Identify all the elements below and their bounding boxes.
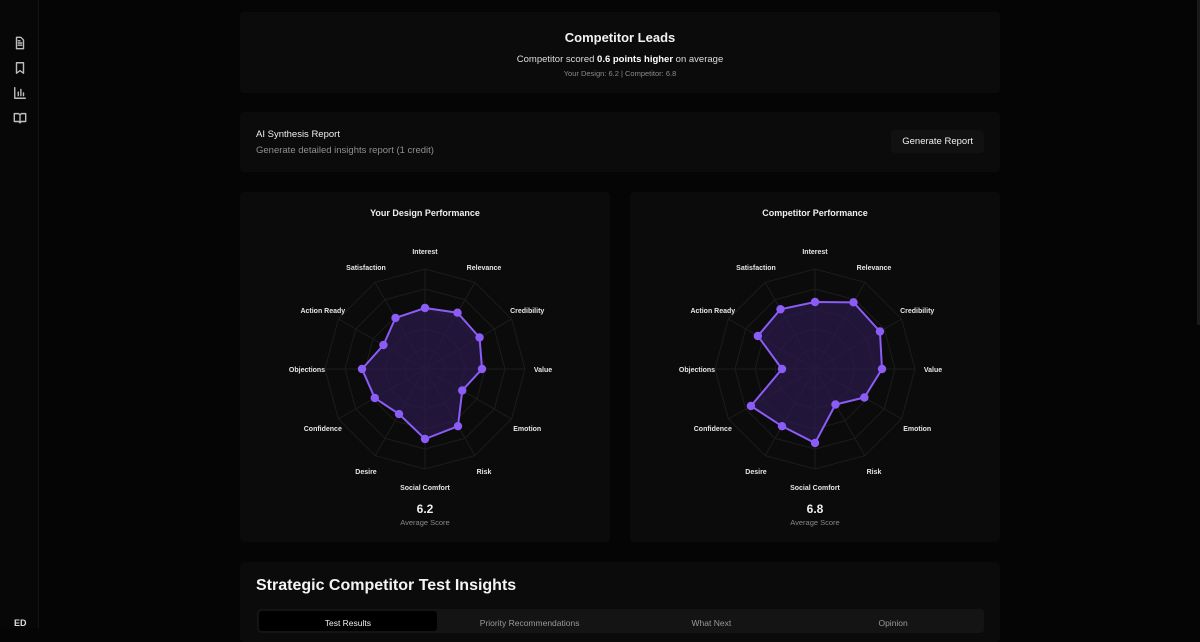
data-point: [394, 409, 404, 419]
average-score-label: Average Score: [400, 518, 450, 527]
data-point: [477, 364, 487, 374]
insights-card: Strategic Competitor Test Insights Test …: [240, 562, 1000, 642]
axis-label: Action Ready: [690, 308, 735, 315]
bookmark-icon[interactable]: [12, 60, 28, 76]
average-score: 6.2: [416, 502, 434, 516]
scrollbar[interactable]: [1197, 0, 1200, 325]
tab-test-results[interactable]: Test Results: [259, 611, 437, 631]
data-point: [860, 393, 869, 402]
axis-label: Emotion: [513, 426, 541, 433]
data-point: [453, 308, 462, 317]
axis-label: Objections: [289, 367, 325, 374]
data-point: [420, 434, 430, 444]
axis-label: Satisfaction: [346, 265, 386, 272]
comparison-summary-card: Competitor Leads Competitor scored 0.6 p…: [240, 12, 1000, 93]
axis-label: Relevance: [467, 265, 502, 272]
axis-label: Objections: [679, 367, 715, 374]
data-point: [777, 364, 787, 374]
summary-scores: Your Design: 6.2 | Competitor: 6.8: [563, 69, 677, 78]
bar-chart-icon[interactable]: [12, 85, 28, 101]
data-point: [875, 327, 885, 336]
insights-title: Strategic Competitor Test Insights: [256, 577, 517, 594]
data-point: [458, 386, 467, 395]
summary-line-bold: 0.6 points higher: [597, 54, 674, 65]
document-icon[interactable]: [12, 35, 28, 51]
axis-label: Interest: [412, 249, 438, 256]
data-area: [360, 306, 484, 441]
data-point: [391, 313, 400, 323]
data-area: [749, 300, 884, 445]
book-open-icon[interactable]: [12, 110, 28, 126]
data-point: [777, 421, 787, 431]
data-point: [475, 333, 484, 342]
summary-line: Competitor scored 0.6 points higher on a…: [240, 54, 1000, 65]
axis-label: Risk: [867, 469, 882, 476]
data-point: [753, 331, 763, 341]
average-score: 6.8: [806, 502, 824, 516]
axis-label: Value: [924, 367, 942, 374]
data-point: [776, 305, 785, 314]
data-point: [370, 393, 379, 403]
tab-opinion[interactable]: Opinion: [878, 618, 908, 628]
axis-label: Satisfaction: [736, 265, 776, 272]
axis-label: Desire: [355, 469, 377, 476]
average-score-label: Average Score: [790, 518, 840, 527]
axis-label: Value: [534, 367, 552, 374]
ai-report-card: AI Synthesis Report Generate detailed in…: [240, 112, 1000, 172]
your-design-chart-card: Your Design Performance Interest Relevanc…: [240, 192, 610, 542]
user-initials[interactable]: ED: [14, 618, 27, 628]
axis-label: Relevance: [857, 265, 892, 272]
summary-title: Competitor Leads: [564, 30, 676, 45]
axis-label: Risk: [477, 469, 492, 476]
data-point: [810, 297, 820, 307]
data-point: [420, 303, 430, 313]
axis-label: Social Comfort: [400, 485, 450, 492]
axis-label: Interest: [802, 249, 828, 256]
report-description: Generate detailed insights report (1 cre…: [256, 145, 434, 156]
axis-label: Credibility: [900, 308, 934, 315]
competitor-chart-card: Competitor Performance Interest Relevance…: [630, 192, 1000, 542]
data-point: [746, 401, 756, 411]
chart-title: Competitor Performance: [762, 208, 868, 218]
sidebar: ED: [0, 0, 39, 628]
radar-chart: Interest Relevance Credibility Value Emotion…: [289, 249, 552, 492]
insights-tabs: Test Results Priority Recommendations Wh…: [257, 609, 984, 633]
data-point: [849, 298, 858, 307]
data-point: [453, 421, 463, 431]
tab-what-next[interactable]: What Next: [691, 618, 732, 628]
tab-priority-recommendations[interactable]: Priority Recommendations: [479, 618, 580, 628]
radar-chart: Interest Relevance Credibility Value Emotion…: [679, 249, 942, 492]
axis-label: Confidence: [694, 426, 732, 433]
summary-line-suffix: on average: [673, 54, 724, 65]
data-point: [810, 438, 820, 448]
axis-label: Confidence: [304, 426, 342, 433]
axis-label: Desire: [745, 469, 767, 476]
data-point: [831, 400, 840, 409]
report-title: AI Synthesis Report: [256, 129, 340, 140]
chart-title: Your Design Performance: [370, 208, 480, 218]
axis-label: Social Comfort: [790, 485, 840, 492]
data-point: [357, 364, 367, 374]
generate-report-button[interactable]: Generate Report: [891, 130, 984, 153]
axis-label: Credibility: [510, 308, 544, 315]
axis-label: Emotion: [903, 426, 931, 433]
summary-line-prefix: Competitor scored: [516, 54, 598, 65]
axis-label: Action Ready: [300, 308, 345, 315]
data-point: [877, 364, 887, 374]
data-point: [379, 340, 388, 350]
